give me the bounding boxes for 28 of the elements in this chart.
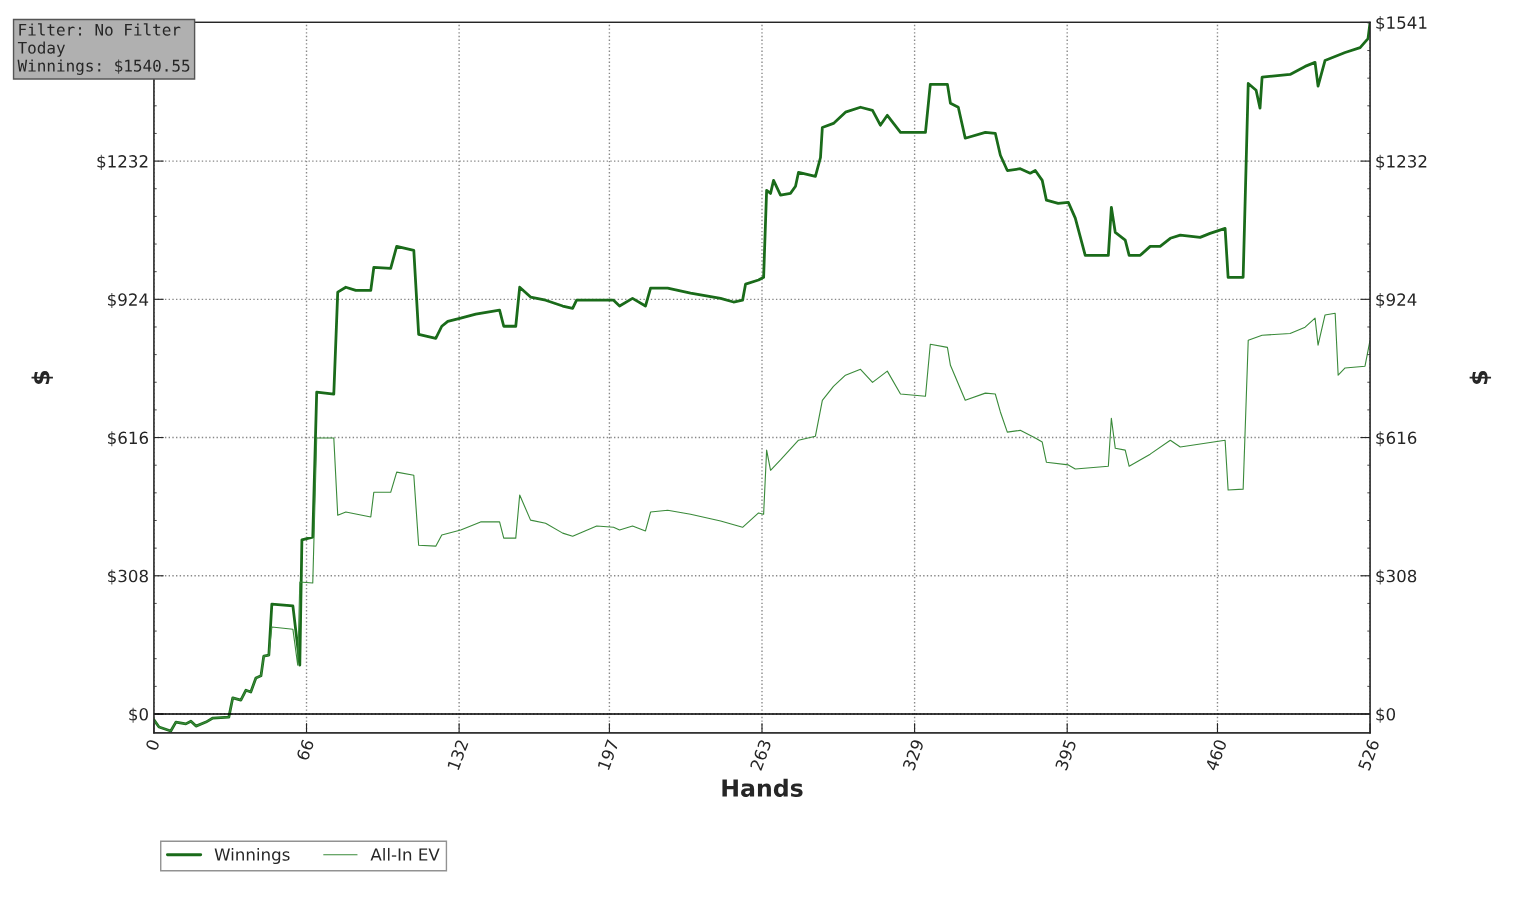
y-tick-label: $616 bbox=[108, 431, 149, 447]
legend-label: All-In EV bbox=[370, 847, 440, 861]
text: Today bbox=[17, 41, 65, 57]
x-tick-label: 329 bbox=[902, 738, 925, 771]
y2-tick-label: $0 bbox=[1376, 707, 1396, 723]
y2-tick-label: $308 bbox=[1376, 569, 1417, 585]
y-axis-title: $ bbox=[31, 371, 53, 385]
y-tick-label: $924 bbox=[108, 292, 149, 309]
x-tick-label: 526 bbox=[1357, 738, 1380, 771]
y-tick-label: $308 bbox=[108, 569, 148, 585]
y2-tick-label: $616 bbox=[1376, 431, 1417, 447]
annotation: Winnings: $1540.55 bbox=[17, 59, 190, 75]
legend-label: Winnings bbox=[214, 847, 290, 865]
x-tick-label: 395 bbox=[1054, 739, 1077, 771]
y-tick-label: $0 bbox=[129, 707, 148, 723]
x-tick-label: 460 bbox=[1205, 738, 1228, 772]
y2-axis-title: $ bbox=[1469, 371, 1492, 385]
x-tick-label: 263 bbox=[749, 739, 772, 771]
y-tick-label: $1232 bbox=[97, 154, 148, 170]
annotation: Filter: No Filter bbox=[19, 23, 181, 36]
y2-tick-label: $1541 bbox=[1376, 16, 1427, 32]
y2-tick-label: $1232 bbox=[1376, 154, 1427, 170]
y2-tick-label: $924 bbox=[1376, 292, 1417, 309]
x-tick-label: 132 bbox=[447, 739, 469, 771]
x-tick-label: 0 bbox=[145, 738, 160, 752]
x-tick-label: 197 bbox=[597, 739, 619, 771]
x-axis-title: Hands bbox=[722, 778, 803, 797]
x-tick-label: 66 bbox=[295, 738, 315, 761]
